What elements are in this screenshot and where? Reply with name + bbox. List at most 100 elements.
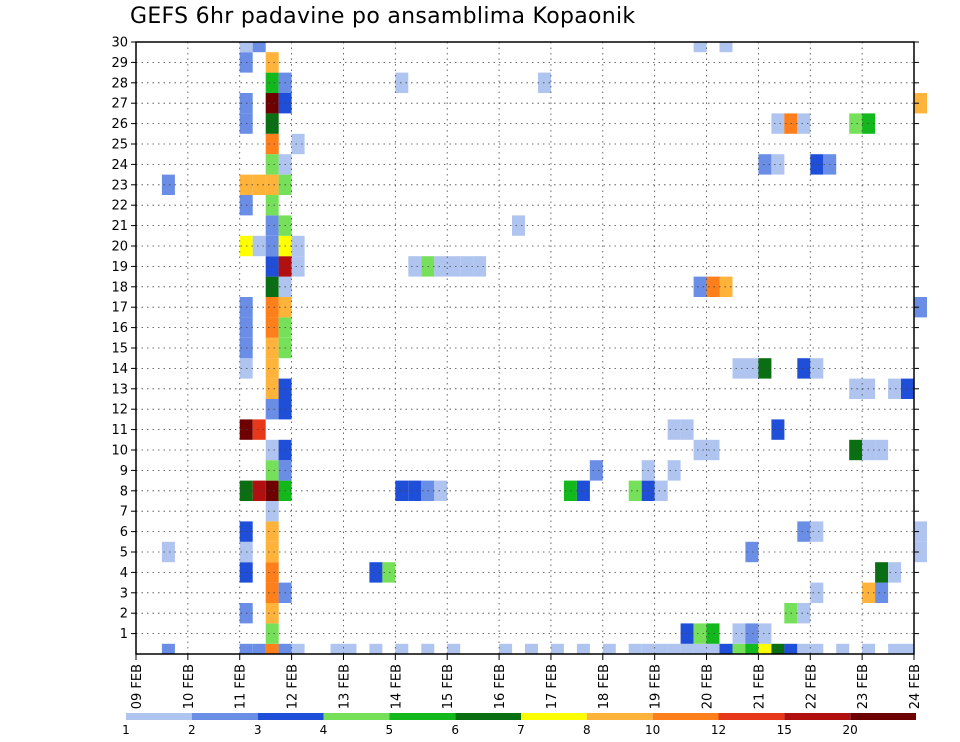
heatmap-cell bbox=[239, 42, 253, 53]
heatmap-cell bbox=[369, 643, 383, 654]
heatmap-cell bbox=[654, 643, 668, 654]
x-tick-label: 12 FEB bbox=[286, 664, 301, 709]
y-tick-label: 15 bbox=[111, 342, 128, 357]
heatmap-cell bbox=[914, 297, 927, 318]
x-axis: 09 FEB 10 FEB 11 FEB 12 FEB 13 FEB 14 FEB 15 F… bbox=[130, 654, 923, 709]
heatmap-cell bbox=[265, 52, 279, 73]
x-tick-label: 24 FEB bbox=[908, 664, 923, 709]
colorbar-label: 5 bbox=[385, 723, 393, 737]
heatmap-cell bbox=[810, 521, 824, 542]
heatmap-cell bbox=[875, 582, 889, 603]
colorbar-label: 2 bbox=[188, 723, 196, 737]
colorbar-swatch bbox=[586, 713, 653, 720]
colorbar-label: 3 bbox=[254, 723, 262, 737]
y-tick-label: 3 bbox=[120, 586, 128, 601]
colorbar-swatch bbox=[784, 713, 851, 720]
colorbar-label: 4 bbox=[320, 723, 328, 737]
heatmap-cell bbox=[161, 174, 175, 195]
colorbar-label: 15 bbox=[777, 723, 792, 737]
heatmap-cell bbox=[265, 521, 279, 542]
heatmap-cell bbox=[914, 521, 927, 542]
colorbar-label: 12 bbox=[711, 723, 726, 737]
y-tick-label: 9 bbox=[120, 464, 128, 479]
heatmap-cell bbox=[719, 643, 733, 654]
colorbar-swatch bbox=[718, 713, 785, 720]
heatmap-cell bbox=[395, 643, 409, 654]
x-tick-label: 11 FEB bbox=[234, 664, 249, 709]
heatmap-cell bbox=[252, 42, 266, 53]
heatmap-cell bbox=[408, 256, 422, 277]
y-tick-label: 18 bbox=[111, 280, 128, 295]
chart-title: GEFS 6hr padavine po ansamblima Kopaonik bbox=[130, 4, 636, 29]
colorbar-label: 6 bbox=[451, 723, 459, 737]
heatmap-cell bbox=[797, 113, 811, 134]
heatmap-cell bbox=[265, 93, 279, 114]
heatmap-cell bbox=[667, 419, 681, 440]
heatmap-cell bbox=[693, 643, 707, 654]
colorbar-swatch bbox=[257, 713, 324, 720]
heatmap-cell bbox=[771, 419, 785, 440]
heatmap-cell bbox=[693, 276, 707, 297]
colorbar-swatch bbox=[389, 713, 456, 720]
heatmap-cell bbox=[421, 643, 435, 654]
heatmap-cell bbox=[732, 643, 746, 654]
y-tick-label: 27 bbox=[111, 97, 128, 112]
heatmap-cell bbox=[161, 541, 175, 563]
heatmap-cell bbox=[265, 643, 279, 654]
heatmap-cell bbox=[265, 582, 279, 603]
heatmap-cell bbox=[706, 276, 720, 297]
y-tick-label: 24 bbox=[111, 158, 128, 173]
y-tick-label: 7 bbox=[120, 505, 128, 520]
heatmap-cell bbox=[849, 439, 863, 461]
heatmap-cell bbox=[888, 562, 902, 583]
heatmap-cell bbox=[473, 256, 487, 277]
heatmap-cell bbox=[434, 480, 448, 501]
heatmap-cell bbox=[252, 419, 266, 440]
heatmap-cell bbox=[265, 195, 279, 216]
heatmap-cell bbox=[641, 643, 655, 654]
y-tick-label: 13 bbox=[111, 382, 128, 397]
heatmap-cell bbox=[784, 643, 798, 654]
y-tick-label: 19 bbox=[111, 260, 128, 275]
heatmap-cell bbox=[797, 643, 811, 654]
heatmap-cell bbox=[265, 378, 279, 399]
x-tick-label: 16 FEB bbox=[493, 664, 508, 709]
y-tick-label: 29 bbox=[111, 56, 128, 71]
heatmap-cell bbox=[265, 133, 279, 155]
heatmap-cell bbox=[369, 562, 383, 583]
colorbar-label: 7 bbox=[517, 723, 525, 737]
heatmap-cell bbox=[888, 643, 902, 654]
heatmap-cell bbox=[382, 562, 396, 583]
heatmap-cell bbox=[265, 358, 279, 379]
heatmap-cell bbox=[758, 358, 772, 379]
heatmap-cell bbox=[291, 235, 305, 257]
heatmap-cell bbox=[576, 643, 590, 654]
heatmap-cell bbox=[447, 643, 461, 654]
y-tick-label: 8 bbox=[120, 484, 128, 499]
y-axis: 1234567891011121314151617181920212223242… bbox=[111, 36, 919, 642]
heatmap-cell bbox=[628, 480, 642, 501]
heatmap-cell bbox=[888, 378, 902, 399]
heatmap-cell bbox=[265, 276, 279, 297]
heatmap-cell bbox=[706, 439, 720, 461]
heatmap-cell bbox=[330, 643, 344, 654]
heatmap-cell bbox=[589, 460, 603, 481]
y-tick-label: 4 bbox=[120, 566, 128, 581]
heatmap-cell bbox=[667, 460, 681, 481]
heatmap-cell bbox=[810, 643, 824, 654]
colorbar-swatch bbox=[850, 713, 916, 720]
heatmap-cell bbox=[810, 358, 824, 379]
colorbar-swatch bbox=[455, 713, 521, 720]
heatmap-cell bbox=[265, 113, 279, 134]
heatmap-cell bbox=[849, 378, 863, 399]
y-tick-label: 2 bbox=[120, 607, 128, 622]
heatmap-cell bbox=[771, 643, 785, 654]
heatmap-cell bbox=[628, 643, 642, 654]
colorbar: 1 2 3 4 5 6 7 8 10 12 15 20 bbox=[122, 713, 916, 737]
heatmap-cell bbox=[395, 72, 409, 93]
heatmap-cell bbox=[252, 643, 266, 654]
y-tick-label: 14 bbox=[111, 362, 128, 377]
heatmap-cell bbox=[745, 358, 759, 379]
y-tick-label: 1 bbox=[120, 627, 128, 642]
